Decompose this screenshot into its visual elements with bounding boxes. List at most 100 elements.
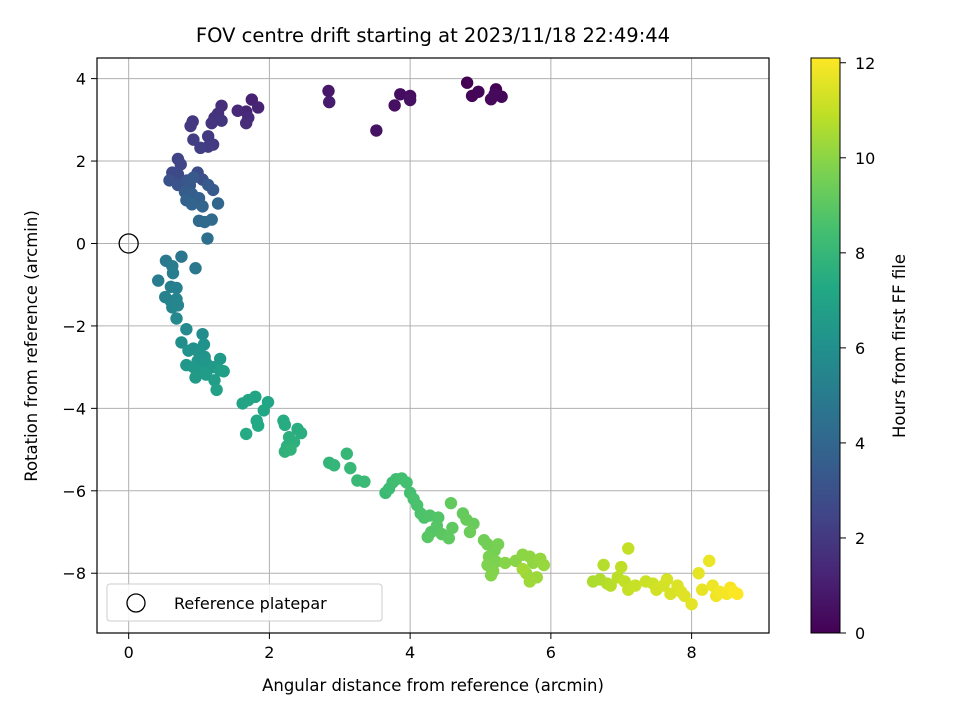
data-point	[206, 183, 220, 197]
data-point	[444, 496, 458, 510]
data-point	[537, 558, 551, 572]
data-point	[344, 461, 357, 475]
y-axis-label: Rotation from reference (arcmin)	[22, 210, 41, 482]
legend-box	[106, 583, 383, 622]
data-point	[175, 336, 188, 349]
data-point	[597, 558, 610, 572]
data-point	[251, 419, 265, 432]
data-point	[622, 542, 635, 555]
data-point	[194, 141, 207, 155]
x-tick-label: 4	[405, 643, 415, 662]
plot-frame	[96, 57, 770, 634]
data-point	[394, 88, 407, 101]
data-point	[400, 476, 413, 489]
data-point	[239, 116, 253, 130]
data-point	[604, 579, 617, 592]
x-axis: 0 2 4 6 8	[124, 633, 697, 662]
data-point	[460, 76, 474, 89]
colorbar-tick-label: 8	[855, 244, 865, 263]
legend-label: Reference platepar	[174, 594, 327, 613]
colorbar: 0 2 4 6 8 10 12 Hours from first FF file	[810, 54, 909, 643]
y-tick-label: 2	[76, 152, 86, 171]
legend: Reference platepar	[106, 583, 383, 622]
data-point	[196, 200, 209, 213]
chart-title: FOV centre drift starting at 2023/11/18 …	[196, 24, 670, 47]
y-tick-label: 0	[76, 234, 86, 253]
data-point	[213, 352, 227, 366]
data-point	[664, 587, 677, 601]
data-point	[358, 475, 371, 488]
y-tick-label: −2	[62, 317, 86, 336]
data-point	[185, 198, 199, 211]
data-point	[629, 579, 642, 592]
data-point	[171, 299, 185, 312]
data-point	[695, 583, 709, 596]
x-tick-label: 8	[687, 643, 697, 662]
data-point	[187, 133, 200, 146]
data-point	[678, 589, 691, 603]
data-point	[327, 459, 341, 472]
data-point	[322, 84, 335, 98]
data-point	[484, 569, 498, 582]
reference-marker-layer	[118, 233, 139, 254]
data-point	[278, 418, 292, 432]
data-point	[370, 124, 383, 137]
data-point	[201, 232, 214, 245]
data-point	[217, 365, 230, 378]
legend-marker	[126, 593, 146, 613]
data-point	[182, 344, 195, 357]
data-point	[174, 158, 187, 171]
colorbar-tick-label: 10	[855, 149, 875, 168]
data-point	[187, 171, 200, 184]
data-point	[189, 262, 202, 275]
data-point	[340, 447, 354, 460]
data-point	[170, 281, 183, 295]
y-tick-label: −6	[62, 482, 86, 501]
colorbar-tick-label: 2	[855, 529, 865, 548]
data-point	[731, 587, 744, 601]
data-point	[523, 575, 536, 588]
data-point	[442, 531, 456, 545]
data-point	[251, 101, 265, 114]
x-tick-label: 6	[546, 643, 556, 662]
data-point	[446, 521, 459, 535]
colorbar-tick-label: 12	[855, 54, 875, 73]
data-point	[516, 562, 529, 576]
colorbar-gradient	[810, 57, 841, 634]
data-point	[170, 312, 183, 325]
y-tick-label: −4	[62, 399, 86, 418]
data-point	[257, 404, 270, 417]
data-point	[491, 538, 505, 551]
x-tick-label: 2	[264, 643, 274, 662]
data-point	[205, 213, 218, 226]
data-point	[152, 274, 165, 287]
data-point	[388, 99, 401, 112]
data-point	[488, 88, 501, 101]
data-point	[239, 427, 253, 441]
x-axis-label: Angular distance from reference (arcmin)	[262, 676, 604, 695]
scatter-points	[152, 76, 744, 611]
data-point	[660, 573, 674, 586]
colorbar-ticks: 0 2 4 6 8 10 12	[840, 54, 875, 643]
data-point	[211, 197, 225, 210]
x-tick-label: 0	[124, 643, 134, 662]
data-point	[463, 525, 477, 539]
data-point	[210, 383, 223, 397]
data-point	[208, 374, 221, 387]
data-point	[294, 426, 308, 440]
y-tick-label: 4	[76, 70, 86, 89]
data-point	[284, 443, 297, 456]
colorbar-tick-label: 0	[855, 624, 865, 643]
data-point	[465, 89, 479, 103]
reference-point-marker	[118, 233, 139, 254]
colorbar-label: Hours from first FF file	[890, 254, 909, 438]
data-point	[189, 371, 202, 384]
y-axis: −8 −6 −4 −2 0 2 4	[62, 70, 97, 583]
data-point	[205, 116, 218, 130]
data-point	[685, 597, 698, 611]
data-point	[196, 327, 209, 341]
colorbar-tick-label: 6	[855, 339, 865, 358]
data-point	[498, 556, 512, 570]
data-point	[615, 560, 628, 574]
